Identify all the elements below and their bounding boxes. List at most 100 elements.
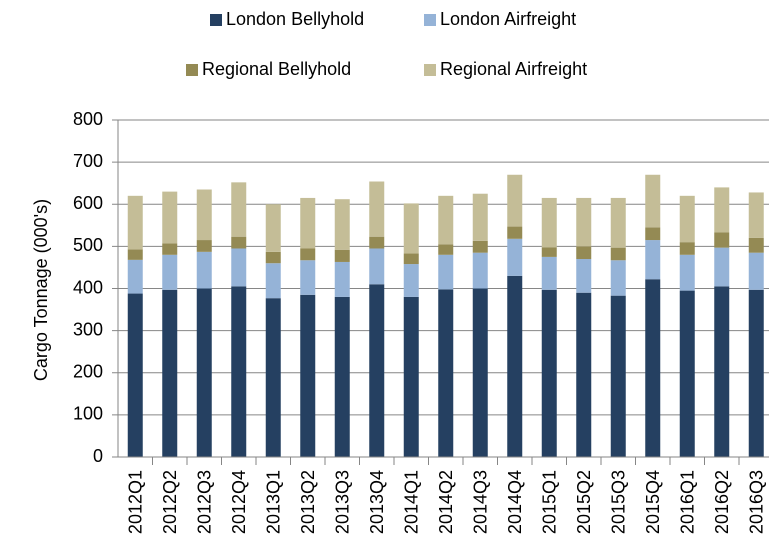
y-axis-title: Cargo Tonnage (000's) xyxy=(31,199,51,381)
x-tick-label: 2016Q2 xyxy=(712,470,732,534)
bar-segment xyxy=(162,243,178,255)
bar-segment xyxy=(645,227,661,241)
bar-segment xyxy=(576,246,592,260)
bar-segment xyxy=(334,249,350,262)
x-tick-label: 2015Q3 xyxy=(608,470,628,534)
x-tick-label: 2015Q2 xyxy=(574,470,594,534)
x-tick-label: 2013Q2 xyxy=(298,470,318,534)
bar-segment xyxy=(748,237,764,253)
legend-swatch xyxy=(424,14,436,26)
bar-segment xyxy=(576,197,592,247)
y-tick-label: 0 xyxy=(93,446,103,466)
bar-segment xyxy=(369,284,385,457)
bar-segment xyxy=(300,248,316,261)
x-tick-label: 2012Q1 xyxy=(125,470,145,534)
x-tick-label: 2014Q3 xyxy=(470,470,490,534)
bar-segment xyxy=(334,199,350,250)
bar-segment xyxy=(507,238,523,276)
bar-segment xyxy=(127,293,143,457)
bar-segment xyxy=(403,253,419,265)
bar-segment xyxy=(300,260,316,295)
x-tick-label: 2014Q4 xyxy=(505,470,525,534)
bar-segment xyxy=(748,252,764,290)
x-tick-label: 2016Q1 xyxy=(677,470,697,534)
bar-segment xyxy=(300,294,316,457)
bar-segment xyxy=(748,192,764,238)
bar-segment xyxy=(679,254,695,291)
bar-segment xyxy=(300,197,316,249)
bar-segment xyxy=(679,290,695,457)
bar-segment xyxy=(334,296,350,457)
legend-label: London Bellyhold xyxy=(226,9,364,29)
y-tick-label: 800 xyxy=(73,109,103,129)
bar-segment xyxy=(196,189,212,241)
bar-segment xyxy=(507,275,523,457)
bar-segment xyxy=(231,286,247,457)
bar-segment xyxy=(196,251,212,289)
bar-segment xyxy=(127,195,143,250)
bar-segment xyxy=(714,286,730,457)
y-tick-label: 500 xyxy=(73,235,103,255)
legend-swatch xyxy=(424,64,436,76)
bar-segment xyxy=(541,256,557,290)
bar-segment xyxy=(645,174,661,228)
x-tick-label: 2014Q1 xyxy=(401,470,421,534)
bar-segment xyxy=(162,289,178,457)
bar-segment xyxy=(403,296,419,457)
bar-segment xyxy=(369,248,385,285)
bar-segment xyxy=(265,251,281,264)
y-tick-label: 400 xyxy=(73,277,103,297)
bar-segment xyxy=(369,181,385,237)
bar-segment xyxy=(334,261,350,297)
bar-segment xyxy=(541,289,557,457)
x-tick-label: 2013Q1 xyxy=(263,470,283,534)
y-tick-label: 600 xyxy=(73,193,103,213)
x-tick-label: 2015Q4 xyxy=(643,470,663,534)
bar-segment xyxy=(438,289,454,457)
bar-segment xyxy=(231,236,247,249)
bar-segment xyxy=(679,242,695,255)
bar-segment xyxy=(265,263,281,299)
legend-swatch xyxy=(210,14,222,26)
x-tick-label: 2012Q2 xyxy=(160,470,180,534)
x-tick-label: 2013Q3 xyxy=(332,470,352,534)
x-tick-label: 2012Q3 xyxy=(194,470,214,534)
bar-segment xyxy=(645,240,661,280)
bar-segment xyxy=(645,279,661,457)
bar-segment xyxy=(507,174,523,227)
bar-segment xyxy=(127,249,143,260)
x-tick-label: 2012Q4 xyxy=(229,470,249,534)
bar-segment xyxy=(576,292,592,457)
bar-segment xyxy=(162,191,178,244)
bar-segment xyxy=(196,288,212,457)
bar-segment xyxy=(472,252,488,289)
x-tick-label: 2016Q3 xyxy=(746,470,766,534)
bar-segment xyxy=(576,259,592,293)
y-tick-label: 300 xyxy=(73,319,103,339)
bar-segment xyxy=(231,248,247,287)
bar-segment xyxy=(541,247,557,257)
bar-segment xyxy=(231,182,247,237)
bar-segment xyxy=(472,288,488,457)
bar-segment xyxy=(438,254,454,290)
bar-segment xyxy=(472,240,488,253)
x-tick-label: 2015Q1 xyxy=(539,470,559,534)
legend-label: Regional Airfreight xyxy=(440,59,587,79)
legend-label: Regional Bellyhold xyxy=(202,59,351,79)
bar-segment xyxy=(748,289,764,457)
bar-segment xyxy=(714,187,730,233)
bar-segment xyxy=(714,232,730,248)
bar-segment xyxy=(507,226,523,239)
bar-segment xyxy=(369,236,385,249)
bar-segment xyxy=(679,195,695,243)
x-tick-label: 2014Q2 xyxy=(436,470,456,534)
bar-segment xyxy=(265,204,281,252)
y-tick-label: 100 xyxy=(73,404,103,424)
legend-label: London Airfreight xyxy=(440,9,576,29)
bar-segment xyxy=(610,295,626,457)
y-tick-label: 200 xyxy=(73,362,103,382)
bar-segment xyxy=(610,260,626,296)
y-tick-label: 700 xyxy=(73,151,103,171)
